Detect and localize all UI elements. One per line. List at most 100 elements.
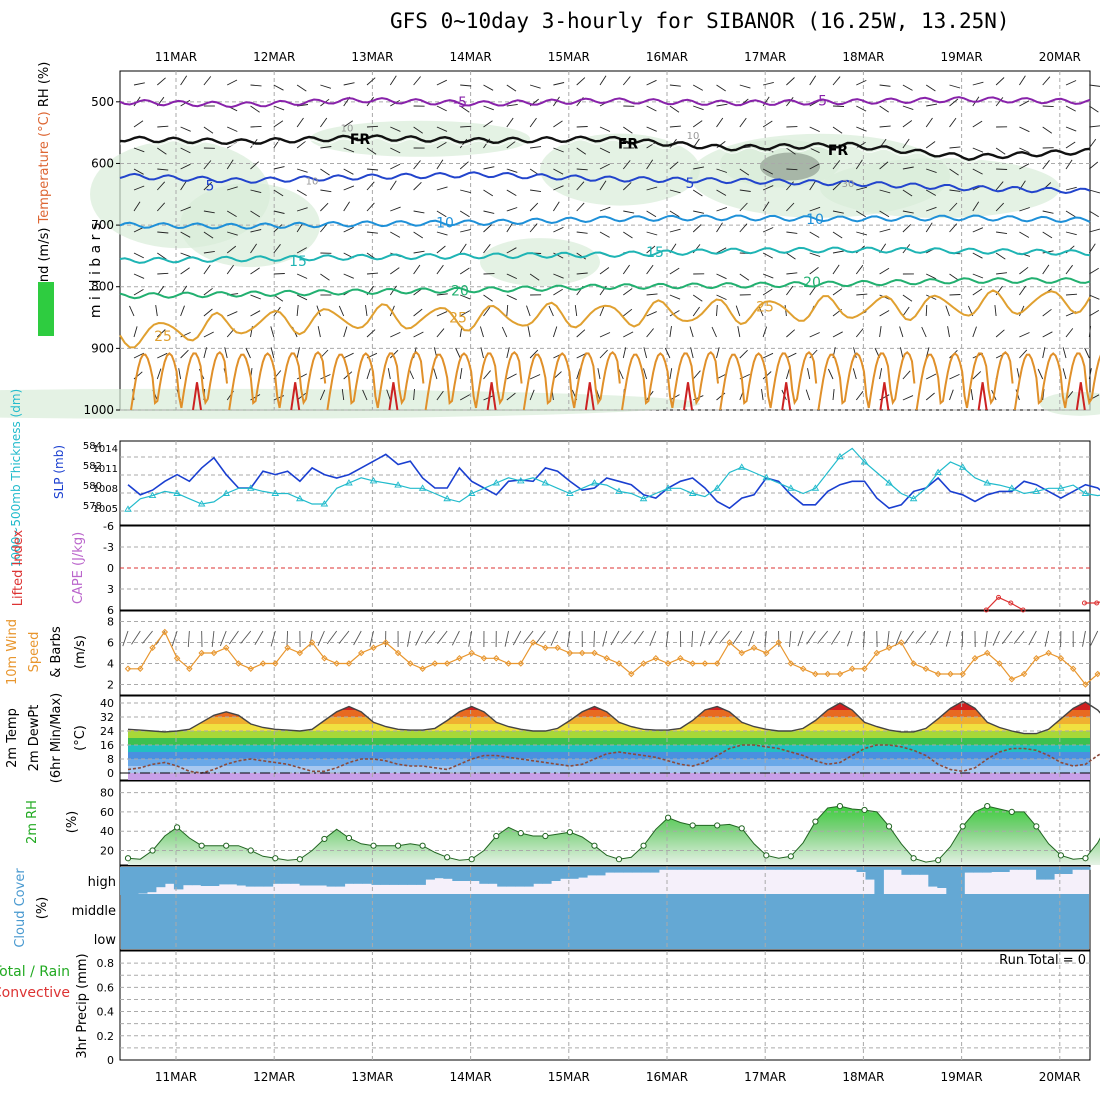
wind-speed-point (505, 660, 512, 667)
wind-speed-point (775, 639, 782, 646)
cloud-high-bar (1081, 867, 1091, 870)
wind-barb (413, 250, 425, 254)
wind-barb (972, 326, 977, 338)
li-point (983, 607, 989, 613)
wind-barb (597, 368, 601, 380)
wind-barb (317, 630, 325, 646)
cloud-high-bar (290, 867, 301, 884)
rh-point (591, 842, 598, 849)
wind-barb (832, 250, 844, 254)
wind-barb (949, 189, 961, 192)
thickness-marker (762, 473, 771, 481)
wind-barb (904, 630, 914, 645)
cloud-high-bar (254, 867, 265, 887)
wind-barb (366, 168, 379, 171)
wind-speed-point (763, 649, 770, 657)
wind-barb (366, 181, 375, 191)
wind-barb (879, 84, 891, 87)
wind-barb (972, 273, 984, 279)
isotherm-line (817, 350, 916, 411)
wind-barb (576, 147, 587, 155)
wind-barb (506, 189, 517, 196)
pressure-tick-label: 900 (91, 341, 114, 355)
wind-barb (739, 349, 748, 359)
thickness-marker (811, 484, 820, 491)
wind-barb (785, 368, 790, 380)
rh-point (419, 842, 426, 849)
rh-point (665, 814, 672, 821)
wind-barb (665, 630, 669, 647)
wind-barb (716, 347, 720, 359)
wind-barb (622, 182, 632, 191)
precip-tick-label: 0.8 (97, 957, 115, 970)
wind-barb (180, 349, 189, 359)
wind-barb (1062, 347, 1067, 359)
wind-barb (925, 373, 937, 380)
wind-barb (832, 288, 843, 296)
cloud-high-bar (973, 867, 983, 873)
wind-barb (203, 160, 212, 170)
cloud-high-bar (937, 867, 947, 888)
wind-barb (856, 126, 867, 132)
wind-barb (483, 224, 492, 233)
cloud-high-bar (299, 867, 310, 886)
thickness-marker (222, 489, 230, 496)
cloud-high-bar (470, 867, 480, 881)
wind-barb (180, 163, 191, 170)
wind-barb (133, 168, 144, 175)
precip-total-label: Total / Rain (0, 964, 70, 980)
cloud-high-bar (919, 867, 929, 875)
temp-tick-label: 40 (100, 697, 114, 710)
wind-barb (809, 75, 817, 86)
wind-barb (996, 272, 1008, 275)
wind-barb (949, 202, 958, 212)
wind-barb (386, 389, 391, 401)
temp-band (128, 773, 1090, 780)
cloud-high-bar (928, 867, 938, 887)
isotherm-line (1013, 352, 1100, 411)
wind-barb (483, 306, 491, 317)
wind-barb (599, 231, 610, 238)
wind-barb (459, 310, 471, 317)
wind-barb (250, 294, 261, 300)
wind-speed-point (161, 628, 169, 636)
cloud-level-label: high (88, 875, 116, 890)
wind-barb (620, 630, 632, 644)
li-point (1020, 607, 1026, 613)
rh-point (738, 825, 745, 832)
wind-barb (949, 168, 959, 176)
wind-barb (552, 326, 558, 338)
cloud-high-bar (793, 867, 804, 870)
wind-barb (786, 231, 798, 234)
wind-barb (459, 161, 469, 170)
cloud-high-bar (748, 867, 759, 870)
slp-line (127, 453, 1100, 510)
isotherm-line (584, 382, 595, 411)
thickness-marker (713, 484, 721, 491)
wind-speed-point (407, 660, 414, 667)
date-label-top: 17MAR (744, 50, 786, 64)
isotherm-line (781, 382, 792, 411)
isotherm-line (621, 350, 719, 411)
rh-point (910, 855, 917, 862)
thickness-marker (787, 484, 795, 491)
wind-barb (286, 630, 289, 648)
wind-barb (995, 181, 1004, 191)
wind-barb (925, 84, 936, 92)
temp-band (128, 766, 1090, 773)
wind-barb (1089, 105, 1099, 113)
wind-barb (1089, 125, 1100, 128)
wind-barb (762, 120, 773, 128)
wind-barb (203, 250, 215, 254)
wind-speed-point (898, 639, 905, 646)
cloud-high-bar (138, 867, 148, 894)
wind-barb (343, 273, 354, 279)
wind-barb (646, 186, 658, 191)
wind-barb (459, 105, 470, 113)
cloud-high-bar (488, 867, 498, 884)
wind-barb (155, 305, 158, 317)
wind-barb (1065, 264, 1073, 275)
wind-barb (250, 84, 262, 87)
wind-barb (1037, 368, 1044, 380)
wind-barb (1018, 305, 1025, 317)
